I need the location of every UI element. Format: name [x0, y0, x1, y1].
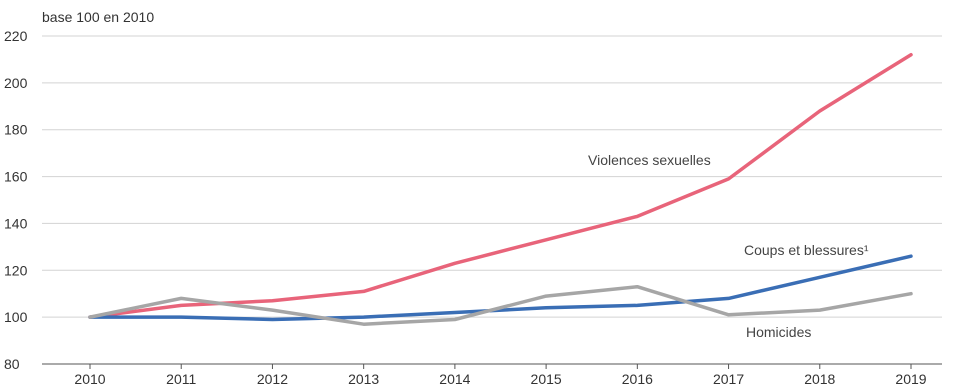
x-tick-label: 2012: [257, 371, 288, 387]
y-tick-label: 140: [4, 215, 28, 231]
x-tick-label: 2014: [439, 371, 470, 387]
series-line: [88, 254, 913, 322]
y-tick-label: 80: [4, 356, 20, 372]
series-lines: [88, 52, 913, 326]
series-labels: Violences sexuelles Coups et blessures¹ Ho…: [588, 152, 869, 340]
series-label: Homicides: [746, 324, 811, 340]
y-tick-label: 220: [4, 28, 28, 44]
series-label: Coups et blessures¹: [744, 242, 869, 258]
y-tick-label: 160: [4, 169, 28, 185]
x-tick-label: 2018: [804, 371, 835, 387]
y-axis-unit-label: base 100 en 2010: [42, 9, 154, 25]
y-tick-label: 180: [4, 122, 28, 138]
y-tick-label: 100: [4, 309, 28, 325]
x-tick-label: 2016: [622, 371, 653, 387]
series-line: [88, 52, 913, 319]
y-tick-label: 120: [4, 262, 28, 278]
grid-lines: [42, 35, 942, 318]
x-tick-label: 2010: [74, 371, 105, 387]
series-line: [88, 284, 913, 326]
x-tick-label: 2011: [166, 371, 196, 387]
series-label: Violences sexuelles: [588, 152, 711, 168]
y-tick-label: 200: [4, 75, 28, 91]
axes: 80 100 120 140 160 180 200 220 2010 2011 2012 2013 2…: [4, 28, 942, 387]
x-tick-label: 2015: [531, 371, 562, 387]
x-tick-label: 2017: [713, 371, 744, 387]
x-tick-label: 2019: [895, 371, 926, 387]
x-tick-label: 2013: [348, 371, 379, 387]
